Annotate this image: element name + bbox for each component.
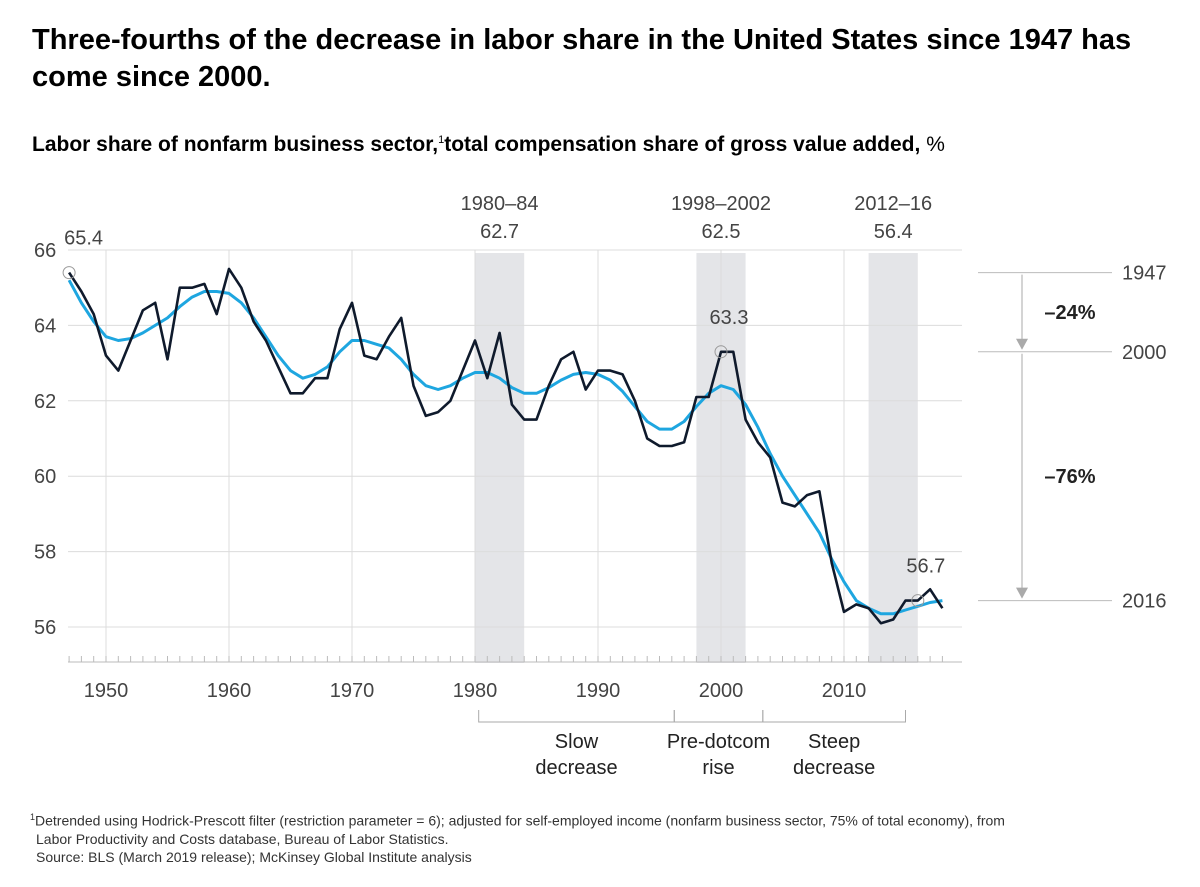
change-label: –24%: [1044, 302, 1095, 324]
trend-line: [67, 279, 943, 616]
period-value: 62.7: [480, 221, 519, 243]
x-tick-label: 1960: [207, 680, 252, 702]
change-label: –76%: [1044, 466, 1095, 488]
point-label: 65.4: [64, 228, 103, 250]
point-label: 63.3: [710, 307, 749, 329]
point-label: 56.7: [906, 556, 945, 578]
arrow-down-icon: [1016, 338, 1028, 350]
period-value: 62.5: [702, 221, 741, 243]
phase-label: Steep: [808, 731, 860, 753]
x-tick-label: 2000: [699, 680, 744, 702]
chart-subtitle: Labor share of nonfarm business sector,1…: [32, 133, 945, 157]
footnote-line-1: Detrended using Hodrick-Prescott filter …: [35, 812, 1005, 829]
y-tick-label: 64: [34, 315, 56, 337]
footnote-mark: 1: [438, 134, 445, 146]
x-tick-label: 1980: [453, 680, 498, 702]
subtitle-text-2: total compensation share of gross value …: [444, 133, 921, 156]
footnote: 1Detrended using Hodrick-Prescott filter…: [30, 808, 1180, 866]
phase-label: Slow: [555, 731, 599, 753]
phase-label: decrease: [535, 757, 617, 779]
line-chart: 1980–84 62.7 1998–2002 62.5 2012–16 56.4 56 58 6…: [34, 193, 1167, 779]
labor-share-line: [68, 267, 944, 625]
phase-label: rise: [702, 757, 734, 779]
phase-bracket: [762, 710, 906, 723]
shaded-period: [868, 253, 918, 663]
chart-title: Three-fourths of the decrease in labor s…: [32, 24, 1132, 93]
footnote-line-2: Labor Productivity and Costs database, B…: [36, 830, 449, 847]
reference-label: 1947: [1122, 263, 1167, 285]
y-tick-label: 60: [34, 466, 56, 488]
period-value: 56.4: [874, 221, 913, 243]
x-tick-label: 1990: [576, 680, 621, 702]
x-tick-label: 1950: [84, 680, 129, 702]
reference-label: 2016: [1122, 591, 1167, 613]
phase-label: decrease: [793, 757, 875, 779]
reference-label: 2000: [1122, 342, 1167, 364]
point-marker: [62, 266, 76, 280]
y-tick-label: 62: [34, 391, 56, 413]
x-tick-label: 1970: [330, 680, 375, 702]
subtitle-text: Labor share of nonfarm business sector,: [32, 133, 439, 156]
y-tick-label: 56: [34, 617, 56, 639]
period-label: 1998–2002: [671, 193, 771, 215]
y-tick-label: 58: [34, 542, 56, 564]
phase-bracket: [478, 710, 675, 723]
subtitle-unit: %: [926, 133, 945, 156]
y-tick-label: 66: [34, 240, 56, 262]
footnote-mark: 1: [30, 812, 36, 822]
period-label: 1980–84: [461, 193, 539, 215]
phase-label: Pre-dotcom: [667, 731, 770, 753]
phase-bracket: [673, 710, 764, 723]
footnote-source: Source: BLS (March 2019 release); McKins…: [36, 848, 472, 865]
point-marker: [714, 345, 728, 359]
shaded-period: [475, 253, 525, 663]
period-label: 2012–16: [854, 193, 932, 215]
arrow-down-icon: [1016, 587, 1028, 599]
point-marker: [911, 594, 925, 608]
x-tick-label: 2010: [822, 680, 867, 702]
